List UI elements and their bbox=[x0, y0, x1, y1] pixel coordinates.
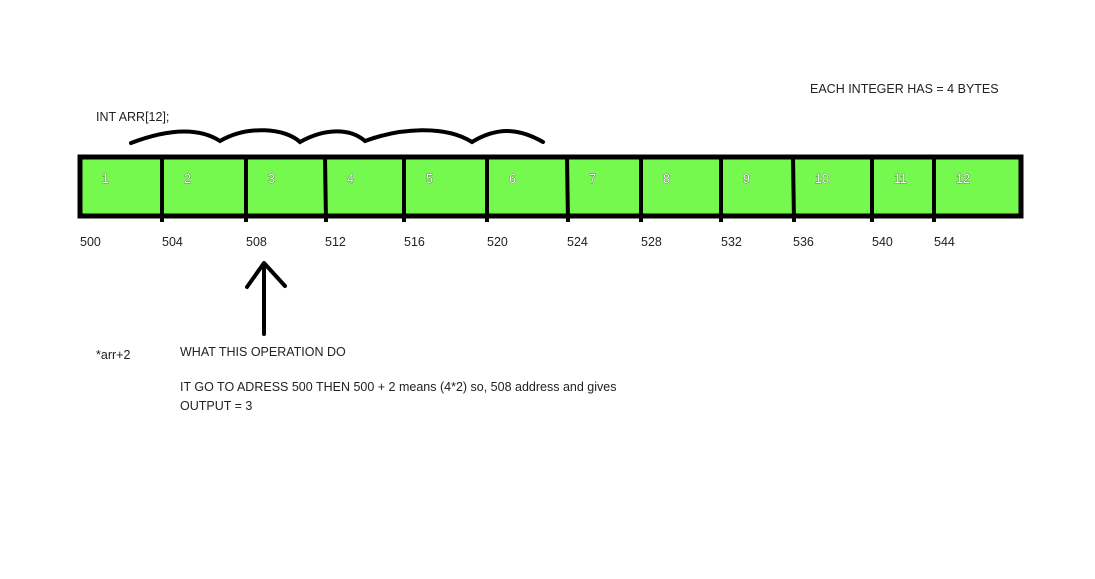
cell-address: 524 bbox=[567, 235, 588, 249]
question-text: WHAT THIS OPERATION DO bbox=[180, 345, 346, 359]
cell-value: 10 bbox=[815, 172, 829, 186]
cell-value: 3 bbox=[268, 172, 275, 186]
cell-address: 544 bbox=[934, 235, 955, 249]
cell-value: 4 bbox=[347, 172, 354, 186]
cell-value: 1 bbox=[102, 172, 109, 186]
cell-address: 508 bbox=[246, 235, 267, 249]
cell-dividers bbox=[160, 156, 936, 223]
curly-brace bbox=[129, 128, 545, 145]
expression-label: *arr+2 bbox=[96, 348, 131, 362]
cell-value: 2 bbox=[184, 172, 191, 186]
cell-address: 500 bbox=[80, 235, 101, 249]
cell-value: 6 bbox=[509, 172, 516, 186]
up-arrow-icon bbox=[245, 261, 287, 336]
cell-values: 1 2 3 4 5 6 7 8 9 10 11 12 bbox=[102, 172, 971, 187]
cell-value: 8 bbox=[663, 172, 670, 186]
cell-addresses: 500 504 508 512 516 520 524 528 532 536 540 544 bbox=[80, 235, 955, 249]
cell-address: 528 bbox=[641, 235, 662, 249]
cell-address: 536 bbox=[793, 235, 814, 249]
array-declaration: INT ARR[12]; bbox=[96, 110, 170, 124]
array-box bbox=[77, 154, 1024, 219]
cell-address: 532 bbox=[721, 235, 742, 249]
cell-value: 9 bbox=[743, 172, 750, 186]
cell-divider bbox=[565, 156, 570, 223]
header-note: EACH INTEGER HAS = 4 BYTES bbox=[810, 82, 999, 96]
cell-address: 504 bbox=[162, 235, 183, 249]
cell-value: 11 bbox=[894, 172, 907, 186]
cell-value: 7 bbox=[589, 172, 596, 186]
cell-address: 516 bbox=[404, 235, 425, 249]
cell-value: 12 bbox=[956, 172, 970, 186]
cell-address: 540 bbox=[872, 235, 893, 249]
cell-address: 520 bbox=[487, 235, 508, 249]
cell-address: 512 bbox=[325, 235, 346, 249]
explanation-line-1: IT GO TO ADRESS 500 THEN 500 + 2 means (… bbox=[180, 380, 617, 394]
cell-value: 5 bbox=[426, 172, 433, 186]
explanation-line-2: OUTPUT = 3 bbox=[180, 399, 253, 413]
cell-divider bbox=[323, 156, 328, 223]
cell-divider bbox=[791, 156, 796, 223]
